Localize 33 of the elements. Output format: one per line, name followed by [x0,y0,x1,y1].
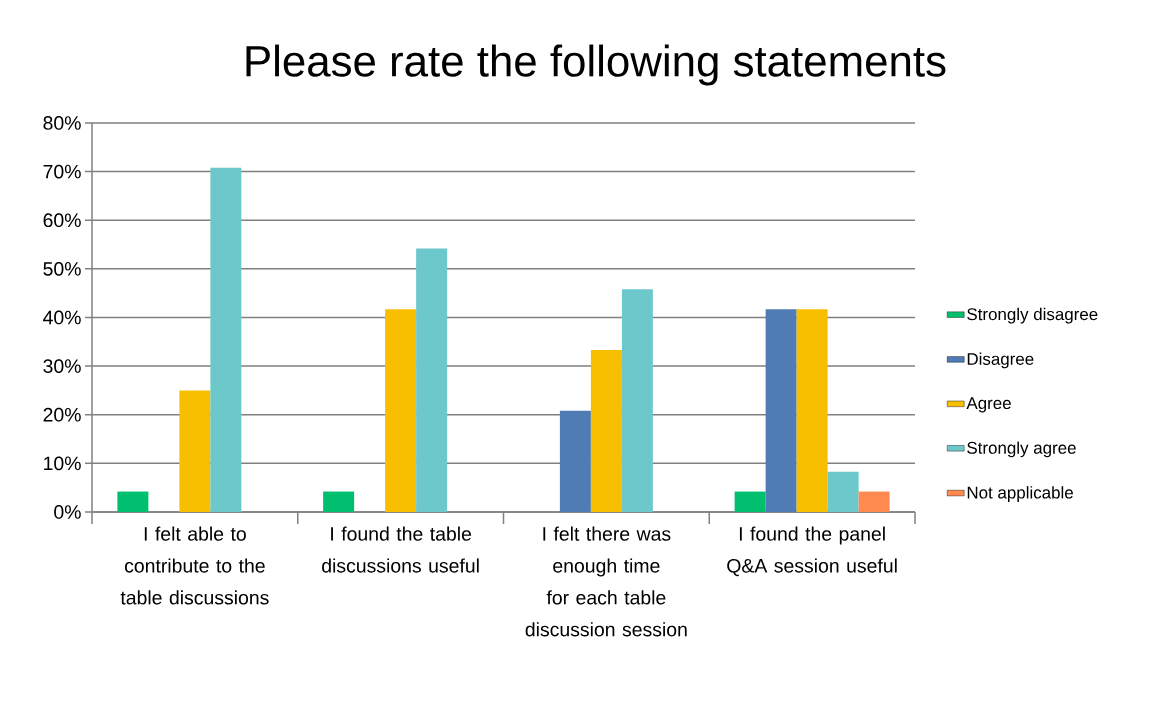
bar [210,167,242,512]
chart-title: Please rate the following statements [246,44,946,86]
y-tick-label: 80% [43,116,81,130]
y-tick-label: 30% [43,359,81,373]
y-tick-label: 10% [44,456,81,471]
bar [416,248,448,512]
bar [827,471,859,512]
legend-label: Agree [966,397,1011,413]
y-tick-label: 60% [43,213,81,228]
y-tick-label: 20% [43,407,81,422]
legend-label: Strongly agree [967,441,1076,458]
x-tick-label: I felt there was enough time for each table discussion session [525,526,687,637]
y-tick-label: 0% [54,505,81,519]
bar [385,309,417,512]
x-tick-label: I found the panel Q&A session useful [727,526,897,577]
bar [734,491,766,512]
bar [323,491,355,512]
y-tick-label: 40% [43,310,81,325]
legend-label: Strongly disagree [967,307,1098,324]
x-tick-label: I felt able to contribute to the table discussions [120,526,269,605]
bar [796,309,828,512]
bar [765,309,797,512]
bar [621,289,653,512]
legend-label: Disagree [967,352,1034,369]
bar [179,390,211,512]
x-tick-label: I found the table discussions useful [322,526,479,573]
bar [117,491,149,512]
legend-label: Not applicable [967,486,1073,502]
y-tick-label: 50% [43,261,81,276]
bar [559,410,591,512]
bar [590,350,622,512]
y-tick-label: 70% [43,164,81,179]
bar [858,491,890,512]
